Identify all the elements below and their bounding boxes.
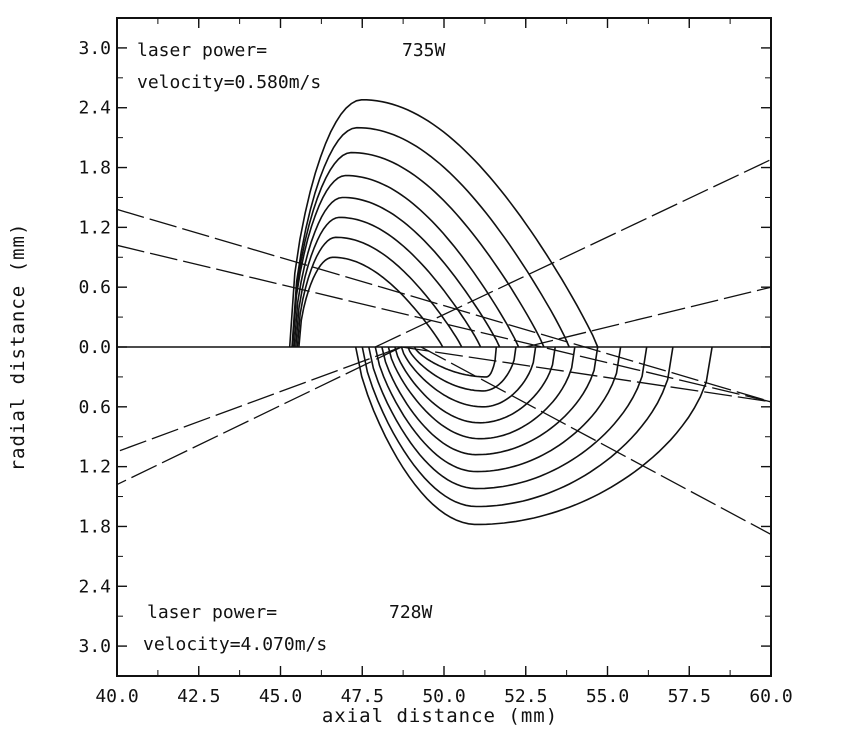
top-contour-line <box>293 196 501 348</box>
bottom-beam-line <box>116 346 402 486</box>
bottom-beam-line <box>401 346 772 403</box>
y-axis-label: radial distance (mm) <box>7 223 29 472</box>
top-beam-line <box>116 244 772 403</box>
bottom-laser-power-value: 728W <box>389 602 433 623</box>
bottom-contour-line <box>368 346 648 490</box>
beam-lines <box>116 158 772 536</box>
bottom-beam-line <box>420 346 772 536</box>
bottom-velocity: velocity=4.070m/s <box>143 634 327 655</box>
top-laser-power-value: 735W <box>402 40 446 61</box>
bottom-contour-line <box>413 346 498 378</box>
top-contour-line <box>291 174 520 348</box>
top-beam-line <box>375 158 772 348</box>
y-tick-label: 1.2 <box>78 217 111 238</box>
y-tick-label: 3.0 <box>78 38 111 59</box>
bottom-contour-line <box>394 346 556 424</box>
x-tick-label: 52.5 <box>504 686 547 707</box>
x-tick-label: 45.0 <box>259 686 302 707</box>
bottom-contour-line <box>407 346 517 392</box>
y-tick-label: 3.0 <box>78 636 111 657</box>
top-contour-line <box>295 216 482 348</box>
bottom-panel-contours <box>354 346 713 526</box>
bottom-contour-line <box>387 346 576 440</box>
top-contour-line <box>296 236 463 348</box>
y-tick-label: 1.8 <box>78 516 111 537</box>
x-tick-label: 55.0 <box>586 686 629 707</box>
bottom-contour-line <box>381 346 599 456</box>
top-velocity: velocity=0.580m/s <box>137 72 321 93</box>
y-tick-label: 0.6 <box>78 397 111 418</box>
x-tick-label: 50.0 <box>422 686 465 707</box>
bottom-contour-line <box>400 346 537 408</box>
x-tick-label: 60.0 <box>749 686 792 707</box>
y-tick-label: 2.4 <box>78 576 111 597</box>
x-tick-label: 40.0 <box>95 686 138 707</box>
top-contour-line <box>288 99 599 348</box>
top-laser-power-label: laser power= <box>137 40 267 61</box>
x-tick-label: 47.5 <box>341 686 384 707</box>
y-tick-label: 0.0 <box>78 337 111 358</box>
bottom-beam-line <box>116 346 402 453</box>
top-contour-line <box>291 126 570 348</box>
y-tick-label: 1.2 <box>78 457 111 478</box>
y-tick-label: 1.8 <box>78 158 111 179</box>
axis-ticks <box>116 18 772 676</box>
x-axis-label: axial distance (mm) <box>322 705 558 727</box>
bottom-contour-line <box>374 346 622 473</box>
top-contour-line <box>291 151 545 348</box>
top-beam-line <box>116 208 772 403</box>
tick-labels: 40.0 42.5 45.0 47.5 50.0 52.5 55.0 57.5 60.0 3.0 2… <box>78 38 792 707</box>
y-tick-label: 0.6 <box>78 277 111 298</box>
top-panel-contours <box>288 99 599 348</box>
bottom-laser-power-label: laser power= <box>147 602 277 623</box>
x-tick-label: 57.5 <box>668 686 711 707</box>
bottom-contour-line <box>361 346 674 508</box>
top-beam-line <box>525 286 772 348</box>
y-tick-label: 2.4 <box>78 98 111 119</box>
bottom-contour-line <box>354 346 713 526</box>
x-tick-label: 42.5 <box>177 686 220 707</box>
top-contour-line <box>298 256 444 348</box>
